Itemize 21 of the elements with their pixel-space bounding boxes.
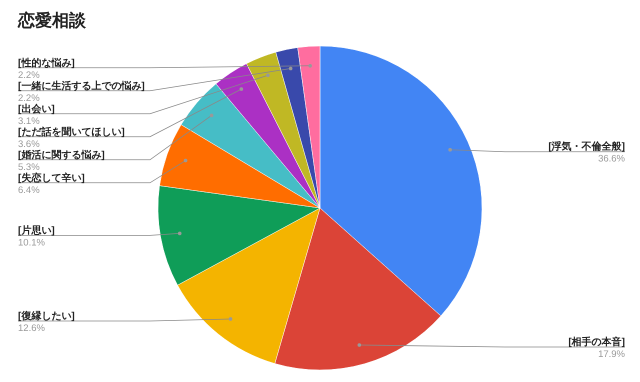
data-label: 2.2%	[18, 70, 40, 81]
slice-label: [婚活に関する悩み]	[18, 148, 105, 161]
slice-label: [性的な悩み]	[18, 56, 75, 69]
data-label: 2.2%	[18, 92, 40, 104]
data-label: 12.6%	[18, 322, 46, 334]
data-label: 17.9%	[598, 349, 626, 360]
chart-title: 恋愛相談	[17, 11, 87, 30]
slice-label: [復縁したい]	[18, 310, 75, 322]
slice-label: [ただ話を聞いてほしい]	[18, 126, 125, 138]
slice-label: [相手の本音]	[568, 336, 625, 348]
data-label: 3.6%	[18, 138, 40, 150]
slice-label: [片思い]	[18, 224, 55, 236]
slice-label: [出会い]	[18, 102, 55, 115]
slice-label: [浮気・不倫全般]	[548, 140, 625, 153]
data-label: 3.1%	[18, 116, 40, 127]
slice-label: [一緒に生活する上での悩み]	[18, 80, 145, 92]
data-label: 36.6%	[598, 154, 626, 165]
slice-label: [失恋して辛い]	[18, 172, 85, 184]
data-label: 5.3%	[18, 162, 40, 173]
data-label: 6.4%	[18, 184, 40, 196]
data-label: 10.1%	[18, 237, 46, 248]
